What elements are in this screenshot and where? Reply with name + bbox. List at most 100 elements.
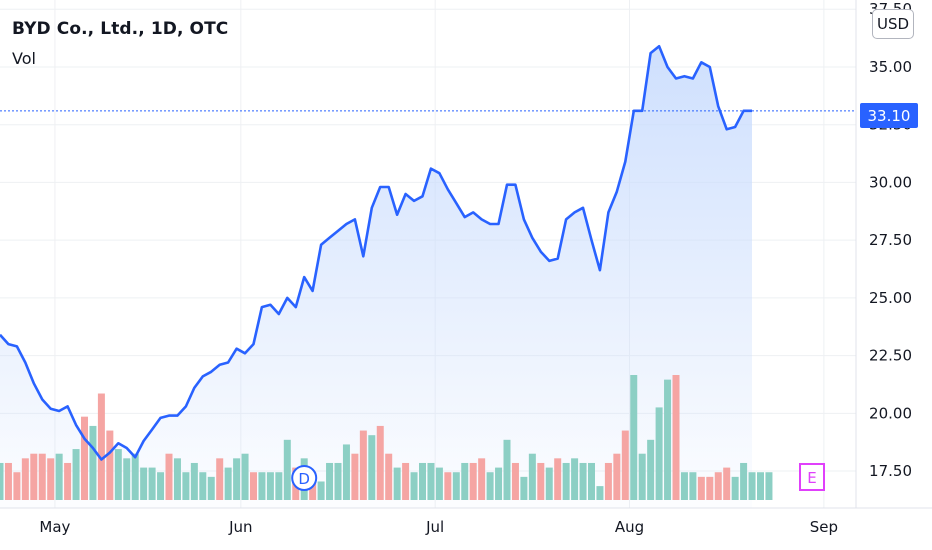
volume-bar: [131, 453, 139, 500]
volume-bar: [469, 462, 477, 500]
volume-bar: [596, 486, 604, 500]
volume-bar: [765, 472, 773, 500]
volume-bar: [604, 462, 612, 500]
volume-bar: [148, 467, 156, 500]
price-tick-label: 35.00: [869, 58, 912, 76]
volume-bar: [376, 425, 384, 500]
volume-bar: [157, 472, 165, 500]
volume-bar: [207, 476, 215, 500]
volume-bar: [114, 449, 122, 500]
earnings-marker[interactable]: [799, 463, 825, 491]
volume-bar: [283, 439, 291, 500]
volume-bar: [182, 472, 190, 500]
volume-bar: [520, 476, 528, 500]
volume-bar: [461, 462, 469, 500]
volume-bar: [0, 462, 4, 500]
volume-bar: [486, 472, 494, 500]
volume-bar: [427, 462, 435, 500]
volume-bar: [537, 462, 545, 500]
volume-bar: [89, 425, 97, 500]
volume-bar: [199, 472, 207, 500]
price-tick-label: 20.00: [869, 404, 912, 422]
volume-bar: [478, 458, 486, 500]
volume-bar: [748, 472, 756, 500]
volume-bar: [173, 458, 181, 500]
volume-bar: [613, 453, 621, 500]
price-tick-label: 17.50: [869, 462, 912, 480]
volume-label[interactable]: Vol: [12, 49, 36, 68]
volume-bar: [545, 467, 553, 500]
volume-bar: [106, 430, 114, 500]
price-area-fill: [0, 46, 752, 508]
volume-bar: [554, 458, 562, 500]
volume-bar: [393, 467, 401, 500]
volume-bar: [647, 439, 655, 500]
volume-bar: [638, 453, 646, 500]
volume-bar: [140, 467, 148, 500]
volume-bar: [165, 453, 173, 500]
symbol-title[interactable]: BYD Co., Ltd., 1D, OTC: [12, 19, 229, 39]
earnings-marker-label: E: [807, 469, 816, 487]
volume-bar: [757, 472, 764, 500]
volume-bar: [731, 476, 739, 500]
price-area: [0, 46, 752, 508]
volume-bar: [562, 462, 570, 500]
volume-bar: [503, 439, 511, 500]
volume-bar: [672, 375, 680, 500]
volume-bar: [714, 472, 722, 500]
volume-bar: [359, 430, 367, 500]
price-axis[interactable]: 17.5020.0022.5025.0027.5030.0032.5035.00…: [869, 0, 912, 480]
volume-bar: [250, 472, 257, 500]
time-tick-label: Jun: [228, 518, 252, 536]
volume-bar: [740, 462, 748, 500]
volume-bar: [123, 458, 131, 500]
volume-bar: [351, 453, 359, 500]
volume-bar: [38, 453, 46, 500]
volume-bar: [241, 453, 249, 500]
price-line-path: [0, 44, 752, 461]
currency-button[interactable]: USD: [872, 9, 914, 39]
volume-bar: [385, 453, 393, 500]
volume-bar: [410, 472, 418, 500]
volume-bar: [495, 467, 503, 500]
volume-bar: [579, 462, 587, 500]
last-price-tag: 33.10: [860, 103, 918, 128]
volume-bar: [55, 453, 63, 500]
volume-bar: [444, 472, 452, 500]
volume-bar: [190, 462, 198, 500]
volume-bar: [317, 481, 325, 500]
volume-bar: [368, 435, 376, 500]
volume-bar: [4, 462, 12, 500]
time-tick-label: Jul: [425, 518, 444, 536]
time-tick-label: Aug: [615, 518, 644, 536]
volume-bar: [326, 462, 334, 500]
volume-bar: [30, 453, 38, 500]
volume-bar: [258, 472, 266, 500]
volume-bar: [689, 472, 697, 500]
volume-bar: [697, 476, 705, 500]
volume-bar: [435, 467, 443, 500]
time-tick-label: May: [39, 518, 70, 536]
volume-bar: [97, 393, 105, 500]
volume-bar: [655, 407, 663, 500]
volume-bar: [419, 462, 426, 500]
price-tick-label: 27.50: [869, 231, 912, 249]
volume-bar: [664, 379, 672, 500]
dividend-marker[interactable]: [291, 465, 318, 491]
volume-bar: [266, 472, 274, 500]
price-tick-label: 30.00: [869, 173, 912, 191]
volume-bar: [723, 467, 731, 500]
volume-bar: [47, 458, 55, 500]
volume-bar: [511, 462, 519, 500]
volume-bar: [334, 462, 342, 500]
volume-bar: [706, 476, 714, 500]
volume-bar: [216, 458, 224, 500]
volume-bar: [528, 453, 536, 500]
dividend-marker-label: D: [298, 470, 310, 488]
volume-bar: [452, 472, 460, 500]
price-tick-label: 22.50: [869, 347, 912, 365]
volume-bar: [72, 449, 80, 500]
time-axis[interactable]: May Jun Jul Aug Sep: [39, 518, 838, 536]
